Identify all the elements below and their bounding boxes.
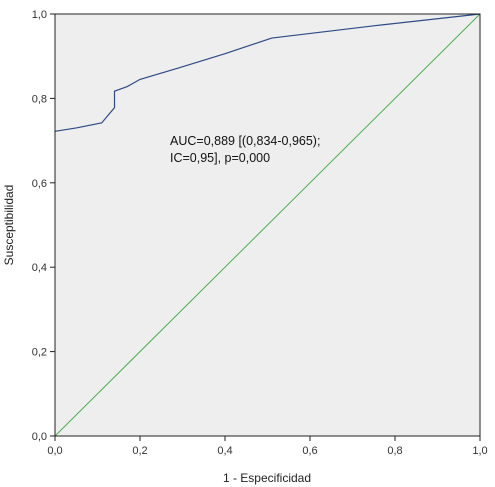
auc-annotation-line-2: IC=0,95], p=0,000 — [170, 151, 270, 165]
y-tick-label: 0,4 — [32, 262, 47, 274]
plot-frame — [54, 13, 481, 437]
x-axis-title: 1 - Especificidad — [223, 471, 311, 485]
x-tick-label: 0,2 — [132, 445, 147, 457]
x-tick-label: 0,0 — [47, 445, 62, 457]
y-tick-label: 1,0 — [32, 9, 47, 21]
y-tick-label: 0,0 — [32, 431, 47, 443]
x-axis-tick-labels: 0,0 0,2 0,4 0,6 0,8 1,0 — [47, 445, 487, 457]
auc-annotation-line-1: AUC=0,889 [(0,834-0,965); — [170, 134, 320, 148]
y-tick-label: 0,6 — [32, 178, 47, 190]
y-tick-label: 0,2 — [32, 347, 47, 359]
x-tick-label: 0,4 — [217, 445, 232, 457]
y-axis-tick-labels: 0,0 0,2 0,4 0,6 0,8 1,0 — [32, 9, 47, 443]
y-tick-label: 0,8 — [32, 93, 47, 105]
roc-curve-line — [54, 13, 481, 132]
reference-diagonal-line — [54, 13, 481, 437]
x-tick-label: 1,0 — [472, 445, 487, 457]
x-axis-ticks — [54, 436, 481, 441]
x-tick-label: 0,6 — [302, 445, 317, 457]
y-axis-title: Susceptibilidad — [2, 185, 16, 266]
y-axis-ticks — [50, 13, 55, 437]
x-tick-label: 0,8 — [387, 445, 402, 457]
